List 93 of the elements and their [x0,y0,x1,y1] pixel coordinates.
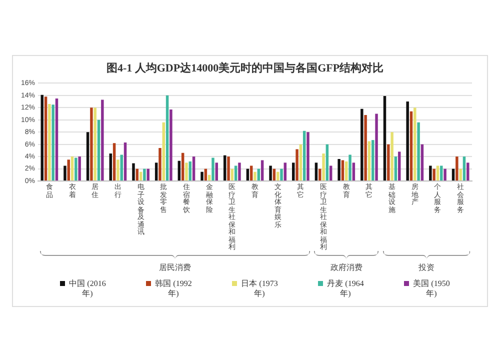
bar [440,166,443,180]
bar [341,160,344,180]
bar [292,162,295,180]
bar [78,156,81,180]
bar [154,162,158,180]
bar [40,94,44,180]
bar [462,156,466,180]
bar [55,98,58,180]
bar [90,108,93,180]
chart-title: 图4-1 人均GDP达14000美元时的中国与各国GFP结构对比 [106,61,384,74]
bar [158,148,162,180]
bar [52,104,54,180]
bar [223,155,226,180]
text: 居民消费 [159,262,192,273]
bar [299,144,302,180]
bar [97,120,100,180]
bar [420,144,424,180]
bar [132,163,135,180]
bar [364,114,367,180]
bar [429,166,432,180]
bar [162,122,166,180]
bar [143,168,146,180]
bar [101,100,104,180]
bar [329,166,332,180]
bar [234,166,238,180]
bar [192,156,196,180]
bar [459,168,462,180]
bar [444,168,446,180]
bar [390,132,394,180]
bar [348,154,352,180]
bar [352,162,356,180]
bar [260,160,264,180]
bar [387,144,390,180]
bar [238,162,241,180]
bar [456,156,458,180]
bar [254,172,256,180]
bar [417,122,420,180]
bar [44,96,48,180]
bar [466,162,470,180]
bar [383,96,386,180]
text: 政府消费 [330,262,362,273]
bar [414,108,416,180]
bar [64,166,66,180]
bar [178,160,181,180]
bar [212,158,214,180]
bar [302,130,306,180]
bar [112,143,116,180]
bar [280,168,283,180]
bar [200,172,204,180]
bar [185,162,188,180]
bar [436,166,440,180]
bar [269,166,272,180]
text: 投资 [418,262,434,273]
bar [120,154,123,180]
bar [116,160,120,180]
bar [67,160,70,180]
bar [306,132,310,180]
bar [338,158,340,180]
bar [146,168,150,180]
bar [170,109,172,180]
legend-label: 韩国 (1992年) [154,279,192,299]
bar [215,162,218,180]
legend-label: 中国 (2016年) [68,279,106,299]
bar [166,95,169,180]
bar [360,108,364,180]
bar [345,161,348,180]
bar [371,140,374,180]
legend-label: 丹麦 (1964年) [326,279,364,299]
bar [227,156,230,180]
bar [375,114,378,180]
legend-label: 日本 (1973年) [240,279,278,299]
bar [109,153,112,180]
bar [432,168,436,180]
bar [188,161,192,180]
bar [70,156,74,180]
legend-label: 美国 (1950年) [412,279,450,299]
bar [368,141,371,180]
bar [181,152,184,180]
bar [410,111,413,180]
bar [394,156,398,180]
bar [398,152,401,180]
bar [94,108,96,180]
bar [326,144,329,180]
bar [314,162,318,180]
bar [86,132,90,180]
bar [74,158,78,180]
bar [322,153,325,180]
bar [296,149,298,180]
bar [284,162,287,180]
bar [48,104,51,180]
bar [406,102,409,180]
bar [124,142,127,180]
bar [250,166,253,180]
